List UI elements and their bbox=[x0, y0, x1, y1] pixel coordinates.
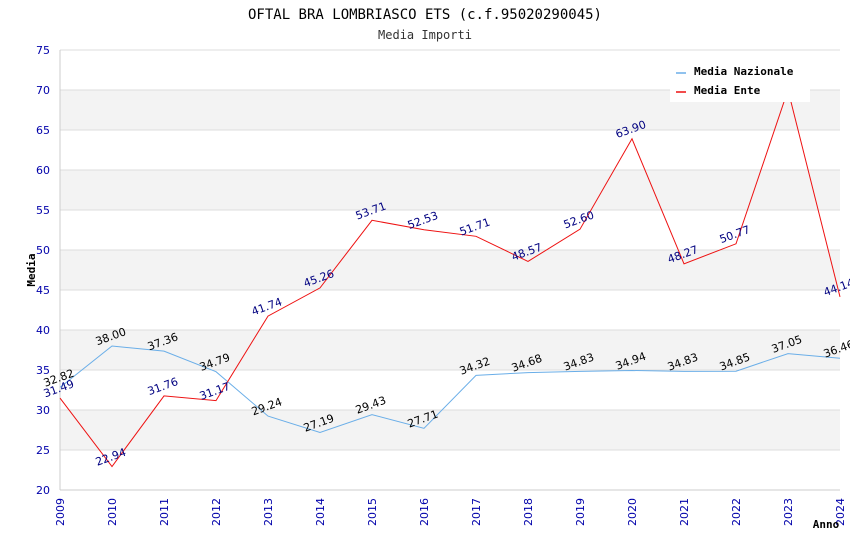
series-line-media-ente bbox=[59, 88, 841, 468]
y-tick-label: 25 bbox=[36, 444, 50, 457]
x-axis-label: Anno bbox=[813, 518, 840, 531]
y-tick-labels: 20 25 30 35 40 45 50 55 60 65 70 75 bbox=[36, 44, 50, 497]
x-tick-label: 2009 bbox=[54, 498, 67, 526]
x-tick-label: 2016 bbox=[418, 498, 431, 526]
x-tick-label: 2020 bbox=[626, 498, 639, 526]
x-tick-label: 2011 bbox=[158, 498, 171, 526]
y-tick-label: 45 bbox=[36, 284, 50, 297]
x-tick-label: 2023 bbox=[782, 498, 795, 526]
x-tick-label: 2018 bbox=[522, 498, 535, 526]
series-line-media-nazionale bbox=[59, 345, 841, 434]
x-tick-label: 2013 bbox=[262, 498, 275, 526]
legend-label-media-ente: Media Ente bbox=[694, 84, 761, 97]
legend: Media Nazionale Media Ente bbox=[670, 60, 810, 102]
chart-subtitle: Media Importi bbox=[378, 28, 472, 42]
chart-title: OFTAL BRA LOMBRIASCO ETS (c.f.9502029004… bbox=[248, 7, 602, 23]
x-tick-label: 2012 bbox=[210, 498, 223, 526]
grid-band bbox=[60, 410, 840, 450]
y-tick-label: 35 bbox=[36, 364, 50, 377]
y-tick-label: 50 bbox=[36, 244, 50, 257]
x-tick-label: 2017 bbox=[470, 498, 483, 526]
y-tick-label: 40 bbox=[36, 324, 50, 337]
y-tick-label: 55 bbox=[36, 204, 50, 217]
y-tick-label: 70 bbox=[36, 84, 50, 97]
y-tick-label: 65 bbox=[36, 124, 50, 137]
legend-label-media-nazionale: Media Nazionale bbox=[694, 65, 794, 78]
grid-band bbox=[60, 330, 840, 370]
x-tick-label: 2019 bbox=[574, 498, 587, 526]
y-tick-label: 75 bbox=[36, 44, 50, 57]
y-tick-label: 20 bbox=[36, 484, 50, 497]
x-tick-label: 2021 bbox=[678, 498, 691, 526]
x-tick-label: 2010 bbox=[106, 498, 119, 526]
y-tick-label: 60 bbox=[36, 164, 50, 177]
x-tick-labels: 2009 2010 2011 2012 2013 2014 2015 2016 2017 2018… bbox=[54, 498, 847, 526]
y-axis-label: Media bbox=[25, 253, 38, 286]
x-tick-label: 2022 bbox=[730, 498, 743, 526]
x-tick-label: 2014 bbox=[314, 498, 327, 526]
x-tick-label: 2015 bbox=[366, 498, 379, 526]
grid-band bbox=[60, 170, 840, 210]
grid-bands bbox=[60, 90, 840, 450]
grid-band bbox=[60, 250, 840, 290]
y-tick-label: 30 bbox=[36, 404, 50, 417]
legend-box bbox=[670, 60, 810, 102]
x-tick-label: 2024 bbox=[834, 498, 847, 526]
series-lines bbox=[59, 88, 841, 468]
